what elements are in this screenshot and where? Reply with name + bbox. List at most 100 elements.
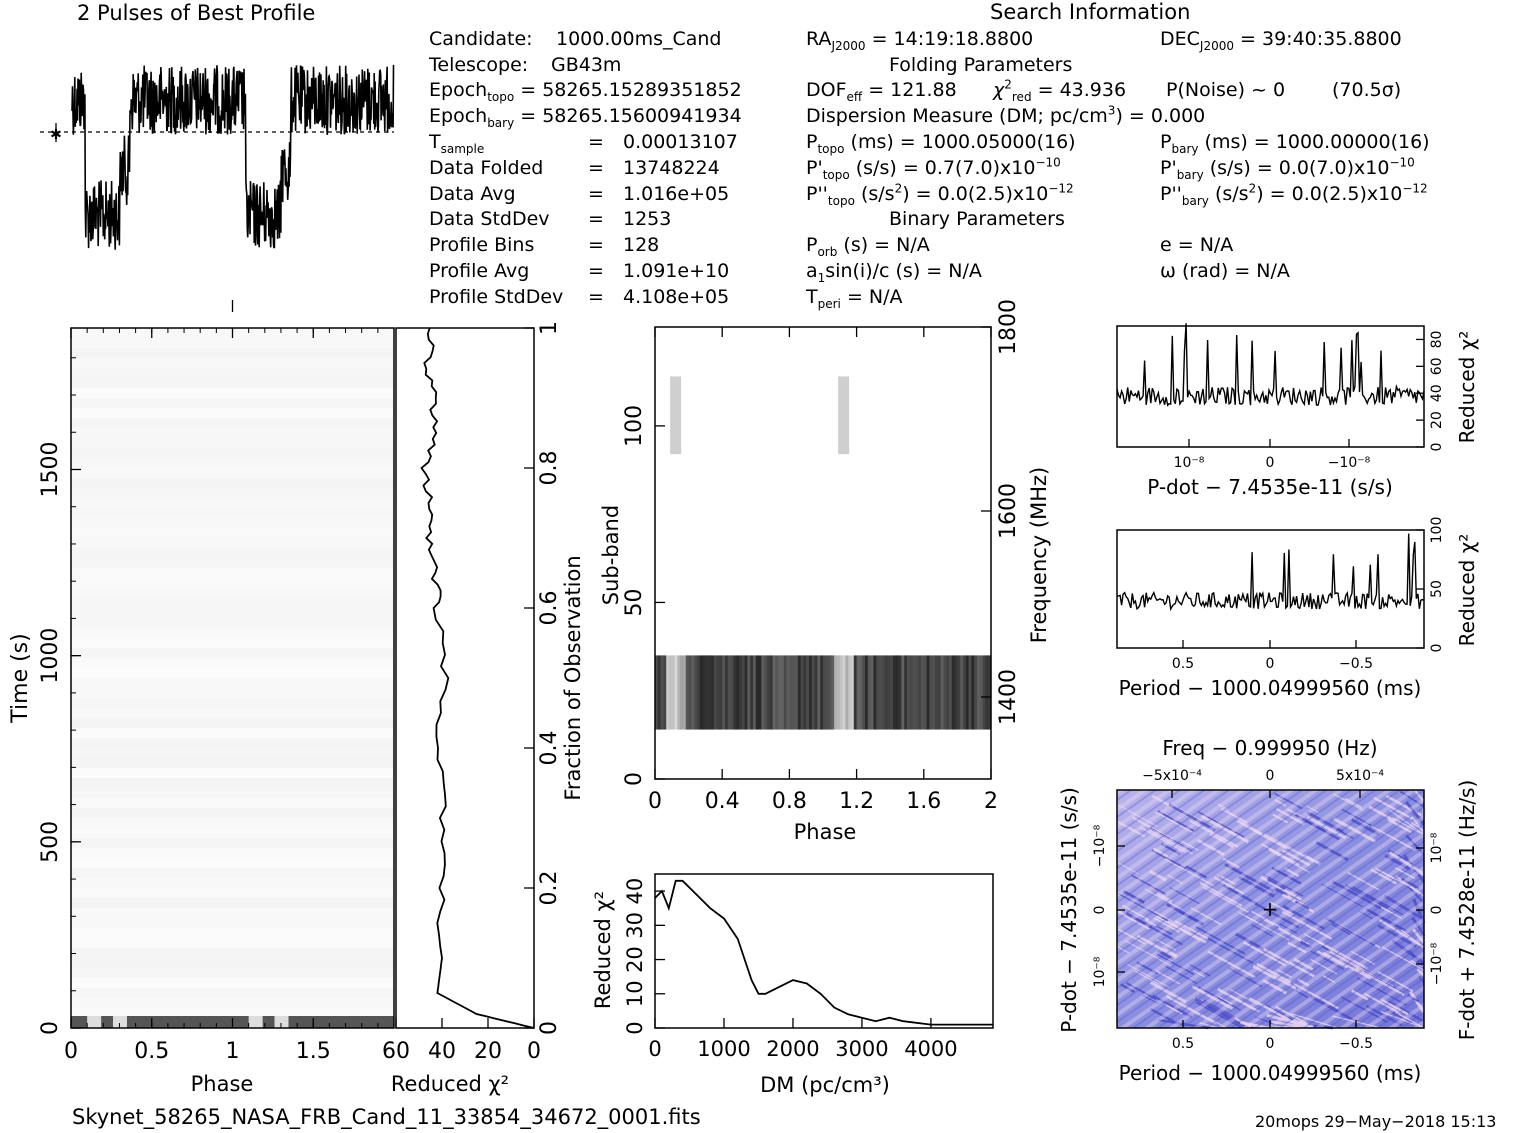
time-phase-row: [71, 398, 394, 408]
time-phase-row: [71, 548, 394, 558]
subband-column: [764, 655, 768, 730]
right-tick-label: 20: [1429, 411, 1445, 429]
subband-column: [705, 655, 709, 730]
time-phase-row: [71, 928, 394, 938]
subband-column: [831, 655, 835, 730]
x-tick-label: 0: [648, 789, 662, 814]
subband-column: [719, 655, 723, 730]
binary-params-title: Binary Parameters: [889, 208, 1065, 230]
time-phase-row: [71, 468, 394, 478]
asini-line: a1sin(i)/c (s) = N/A: [806, 260, 982, 285]
subband-xlabel: Phase: [794, 820, 857, 844]
time-phase-row: [71, 458, 394, 468]
telescope-value: GB43m: [551, 54, 622, 76]
dm-chi-line: [654, 879, 993, 1026]
time-chi-xlabel: Reduced χ²: [391, 1072, 509, 1096]
time-phase-bright-bin: [274, 1016, 289, 1028]
x-tick-label: 1000: [697, 1037, 750, 1061]
x-tick-label: 2: [984, 789, 998, 814]
subband-column: [674, 655, 678, 730]
subband-column: [907, 655, 911, 730]
time-phase-row: [71, 588, 394, 598]
subband-column: [702, 655, 706, 730]
x-tick-label: 1: [226, 1039, 240, 1064]
subband-column: [783, 655, 788, 730]
subband-column: [733, 655, 737, 730]
time-phase-row: [71, 708, 394, 718]
time-phase-row: [71, 478, 394, 488]
time-phase-row: [71, 878, 394, 888]
subband-column: [663, 655, 667, 730]
chi-red-line: χ2red = 43.936: [993, 77, 1127, 104]
subband-column: [979, 655, 984, 730]
time-phase-row: [71, 738, 394, 748]
subband-column: [873, 655, 877, 730]
time-phase-row: [71, 808, 394, 818]
subband-column: [946, 655, 950, 730]
timestamp: 20mops 29−May−2018 15:13: [1255, 1112, 1497, 1131]
profile-stddev-value: 4.108e+05: [623, 286, 730, 308]
time-phase-row: [71, 978, 394, 988]
profile-title: 2 Pulses of Best Profile: [77, 1, 316, 25]
subband-column: [789, 655, 793, 730]
subband-column: [767, 655, 771, 730]
dm-frame: [654, 873, 994, 1029]
dm-line: Dispersion Measure (DM; pc/cm3) = 0.000: [806, 103, 1206, 127]
time-phase-row: [71, 498, 394, 508]
right-tick-label: 60: [1429, 357, 1445, 375]
time-phase-row: [71, 438, 394, 448]
profile-bins-label: Profile Bins: [429, 234, 535, 256]
subband-column: [769, 655, 774, 730]
time-phase-row: [71, 488, 394, 498]
subband-column: [870, 655, 874, 730]
time-phase-row: [71, 538, 394, 548]
pdot-bary-line: P'bary (s/s) = 0.0(7.0)x10−10: [1160, 155, 1415, 182]
time-phase-row: [71, 658, 394, 668]
right-tick-label: 40: [1429, 384, 1445, 402]
subband-column: [691, 655, 695, 730]
subband-column: [887, 655, 891, 730]
subband-column: [937, 655, 942, 730]
subband-column: [657, 655, 662, 730]
subband-column: [741, 655, 746, 730]
subband-column: [814, 655, 818, 730]
x-tick-label: 0.8: [772, 789, 807, 814]
right-tick-label: 0: [1429, 443, 1445, 452]
tperi-line: Tperi = N/A: [806, 286, 903, 311]
subband-column: [655, 655, 659, 730]
y-tick-label: 30: [623, 912, 647, 939]
subband-column: [792, 655, 796, 730]
subband-column: [786, 655, 790, 730]
subband-column: [901, 655, 905, 730]
subband-column: [909, 655, 914, 730]
subband-column: [713, 655, 718, 730]
time-phase-row: [71, 768, 394, 778]
x-tick-label: −10⁻⁸: [1328, 455, 1371, 471]
y-tick-label: 1500: [38, 441, 63, 497]
time-phase-row: [71, 898, 394, 908]
time-phase-row: [71, 818, 394, 828]
subband-column: [879, 655, 883, 730]
time-phase-row: [71, 618, 394, 628]
x-tick-label: 0: [527, 1039, 541, 1064]
subband-column: [736, 655, 740, 730]
right-tick-label: 50: [1429, 580, 1445, 598]
time-phase-row: [71, 648, 394, 658]
subband-column: [680, 655, 684, 730]
right-tick-label: 0: [1429, 906, 1445, 915]
x-tick-label: 3000: [835, 1037, 888, 1061]
time-phase-row: [71, 718, 394, 728]
epoch-topo-value: = 58265.15289351852: [520, 79, 742, 101]
top-tick-label: 0: [1266, 768, 1275, 784]
subband-column: [811, 655, 816, 730]
telescope-label: Telescope:: [429, 54, 529, 76]
subband-column: [694, 655, 698, 730]
subband-column: [697, 655, 701, 730]
dm-ylabel: Reduced χ²: [591, 891, 615, 1009]
time-phase-row: [71, 778, 394, 788]
right-tick-label: 80: [1429, 331, 1445, 349]
time-phase-row: [71, 518, 394, 528]
right-tick-label: 0: [537, 1021, 562, 1035]
sigma-text: (70.5σ): [1332, 79, 1402, 101]
subband-column: [876, 655, 880, 730]
